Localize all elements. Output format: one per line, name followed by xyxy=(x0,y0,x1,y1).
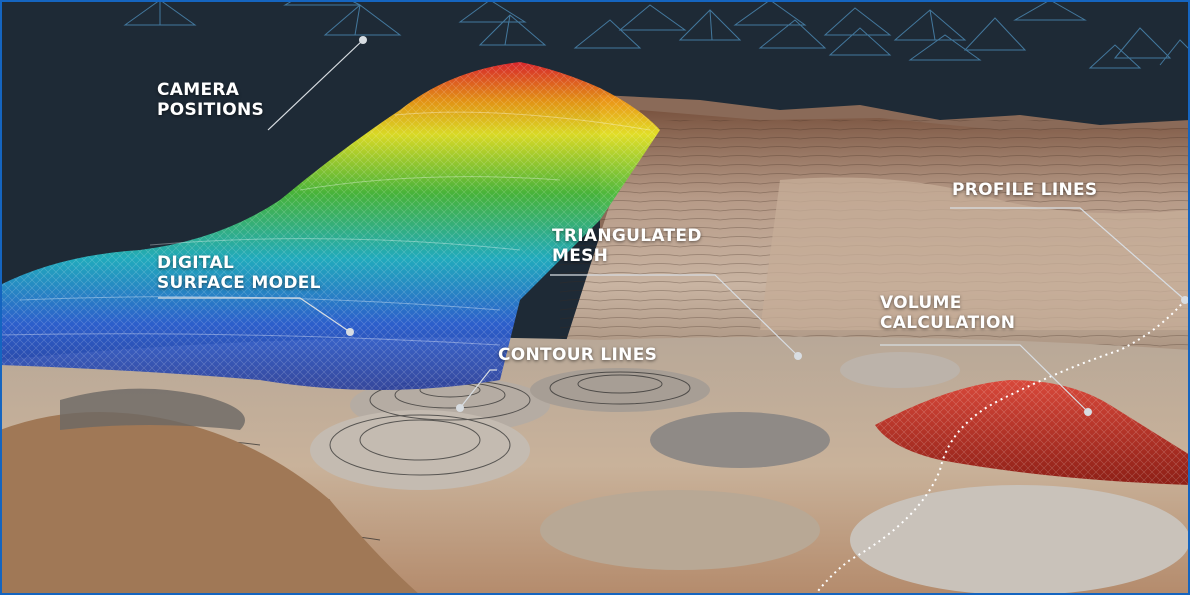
volume-line-2: CALCULATION xyxy=(880,313,1016,333)
dsm-line-2: SURFACE MODEL xyxy=(157,273,321,293)
camera-positions-line-1: CAMERA xyxy=(157,80,240,100)
dsm-line-1: DIGITAL xyxy=(157,253,235,273)
mesh-line-2: MESH xyxy=(552,246,609,266)
profile-lines-label: PROFILE LINES xyxy=(952,180,1097,200)
profile-lines-text: PROFILE LINES xyxy=(952,180,1098,200)
contour-lines-text: CONTOUR LINES xyxy=(498,345,658,365)
contour-lines-label: CONTOUR LINES xyxy=(498,345,657,365)
camera-positions-line-2: POSITIONS xyxy=(157,100,265,120)
marker-dots xyxy=(346,36,1189,416)
camera-frustums xyxy=(123,0,1190,69)
leader-lines xyxy=(158,39,1186,413)
volume-line-1: VOLUME xyxy=(880,293,962,313)
digital-surface-model-label: DIGITAL SURFACE MODEL xyxy=(157,253,321,293)
volume-calculation-label: VOLUME CALCULATION xyxy=(880,293,1015,333)
profile-line-drawing xyxy=(814,299,1186,595)
triangulated-mesh-label: TRIANGULATED MESH xyxy=(552,226,702,266)
camera-positions-label: CAMERA POSITIONS xyxy=(157,80,264,120)
mesh-line-1: TRIANGULATED xyxy=(552,226,702,246)
